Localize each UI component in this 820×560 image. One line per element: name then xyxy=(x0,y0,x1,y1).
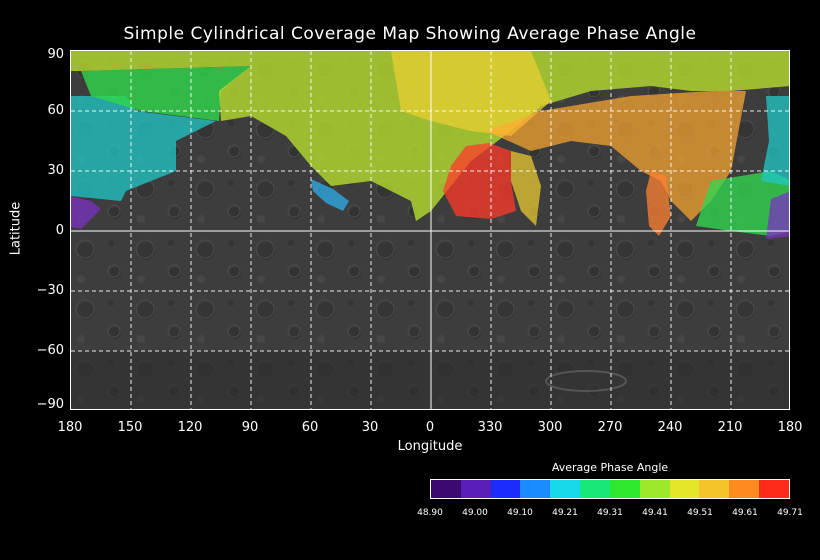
lat-label-minus30: −30 xyxy=(36,283,64,298)
lon-label-300: 300 xyxy=(537,420,563,435)
colorbar-title: Average Phase Angle xyxy=(551,461,669,474)
colorbar-swatch xyxy=(520,480,551,498)
coverage-orange-strip xyxy=(646,171,671,236)
coverage-purple-west xyxy=(71,196,101,229)
coverage-green-east xyxy=(696,171,789,236)
colorbar-label-1: 49.00 xyxy=(462,508,488,518)
colorbar-swatch xyxy=(639,480,670,498)
y-axis-title: Latitude xyxy=(8,201,24,256)
lon-label-0: 0 xyxy=(425,420,435,435)
lat-label-60: 60 xyxy=(47,103,64,118)
coverage-cyan-west xyxy=(71,96,216,201)
coverage-blue-small xyxy=(311,179,349,211)
colorbar-swatch xyxy=(550,480,581,498)
colorbar-swatch xyxy=(431,480,461,498)
colorbar-swatch xyxy=(490,480,521,498)
colorbar-label-3: 49.21 xyxy=(552,508,578,518)
coverage-yellow-mid xyxy=(511,151,541,226)
lon-label-30: 30 xyxy=(361,420,379,435)
lon-label-60: 60 xyxy=(301,420,319,435)
colorbar-swatch xyxy=(609,480,640,498)
colorbar-swatch xyxy=(699,480,730,498)
lon-label-240: 240 xyxy=(657,420,683,435)
colorbar-label-5: 49.41 xyxy=(642,508,668,518)
x-axis-title: Longitude xyxy=(397,439,463,454)
map-title: Simple Cylindrical Coverage Map Showing … xyxy=(123,24,697,44)
colorbar-swatch xyxy=(460,480,491,498)
colorbar-swatch xyxy=(580,480,610,498)
lon-label-90: 90 xyxy=(241,420,259,435)
coverage-purple-east xyxy=(766,191,789,239)
colorbar-label-2: 49.10 xyxy=(507,508,533,518)
colorbar-swatch xyxy=(729,480,760,498)
lat-label-0: 0 xyxy=(55,223,64,238)
coverage-red xyxy=(443,143,516,219)
lon-label-150: 150 xyxy=(117,420,143,435)
lon-label-270: 270 xyxy=(597,420,623,435)
coverage-green-north xyxy=(81,66,251,121)
coverage-map xyxy=(70,50,790,410)
colorbar-label-8: 49.71 xyxy=(777,508,803,518)
colorbar-label-7: 49.61 xyxy=(732,508,758,518)
colorbar-label-0: 48.90 xyxy=(417,508,443,518)
colorbar-label-4: 49.31 xyxy=(597,508,623,518)
lat-label-30: 30 xyxy=(47,163,64,178)
lat-label-minus90: −90 xyxy=(36,397,64,412)
lon-label-210: 210 xyxy=(717,420,743,435)
lon-label-180-west: 180 xyxy=(57,420,83,435)
lon-label-330: 330 xyxy=(477,420,503,435)
colorbar-swatch xyxy=(669,480,700,498)
colorbar-label-6: 49.51 xyxy=(687,508,713,518)
colorbar xyxy=(430,479,790,499)
colorbar-swatch xyxy=(759,480,789,498)
coverage-cyan-east xyxy=(761,96,789,186)
lon-label-180-east: 180 xyxy=(777,420,803,435)
lon-label-120: 120 xyxy=(177,420,203,435)
lat-label-minus60: −60 xyxy=(36,343,64,358)
map-svg xyxy=(71,51,789,409)
lat-label-90: 90 xyxy=(47,47,64,62)
